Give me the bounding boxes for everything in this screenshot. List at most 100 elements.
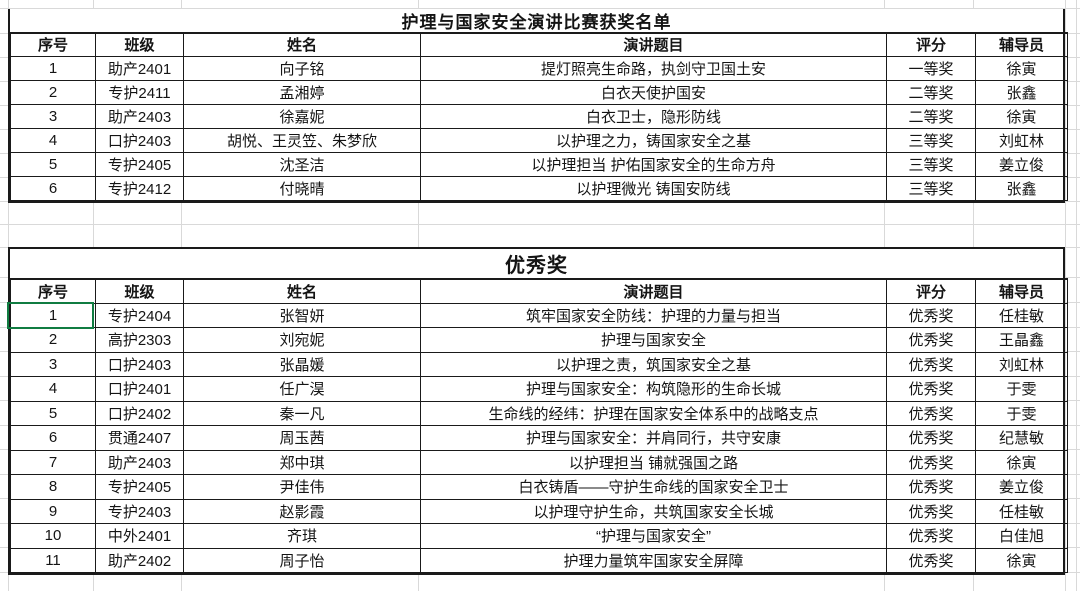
table-cell[interactable]: 护理力量筑牢国家安全屏障 [420, 547, 887, 573]
table-cell[interactable]: 5 [10, 400, 96, 426]
table-cell[interactable]: 白衣卫士，隐形防线 [420, 103, 887, 129]
main-table-title[interactable]: 护理与国家安全演讲比赛获奖名单 [401, 13, 672, 32]
table-cell[interactable]: 张晶媛 [183, 351, 421, 377]
table-cell[interactable]: 胡悦、王灵笠、朱梦欣 [183, 127, 421, 153]
table-cell[interactable]: 徐寅 [975, 55, 1068, 81]
table-cell[interactable]: 张鑫 [975, 79, 1068, 105]
table-cell[interactable]: 8 [10, 474, 96, 500]
table-cell[interactable]: 白佳旭 [975, 523, 1068, 549]
table-cell[interactable]: 三等奖 [886, 175, 976, 201]
table-cell[interactable]: 于雯 [975, 376, 1068, 402]
table-cell[interactable]: 10 [10, 523, 96, 549]
table-cell[interactable]: 5 [10, 151, 96, 177]
table-cell[interactable]: 专护2411 [95, 79, 184, 105]
column-header[interactable]: 姓名 [183, 278, 421, 304]
table-cell[interactable]: 以护理微光 铸国安防线 [420, 175, 887, 201]
table-cell[interactable]: 口护2402 [95, 400, 184, 426]
excellence-table-title[interactable]: 优秀奖 [505, 255, 568, 277]
table-cell[interactable]: 中外2401 [95, 523, 184, 549]
table-cell[interactable]: 王晶鑫 [975, 327, 1068, 353]
column-header[interactable]: 辅导员 [975, 278, 1068, 304]
table-cell[interactable]: 1 [10, 55, 96, 81]
table-cell[interactable]: 于雯 [975, 400, 1068, 426]
table-cell[interactable]: 口护2403 [95, 351, 184, 377]
table-cell[interactable]: 2 [10, 327, 96, 353]
table-cell[interactable]: 提灯照亮生命路，执剑守卫国土安 [420, 55, 887, 81]
column-header[interactable]: 序号 [10, 278, 96, 304]
table-cell[interactable]: 助产2403 [95, 103, 184, 129]
table-cell[interactable]: 11 [10, 547, 96, 573]
table-cell[interactable]: 7 [10, 449, 96, 475]
table-cell[interactable]: 优秀奖 [886, 547, 976, 573]
table-cell[interactable]: 刘宛妮 [183, 327, 421, 353]
column-header[interactable]: 序号 [10, 32, 96, 57]
table-cell[interactable]: 尹佳伟 [183, 474, 421, 500]
table-cell[interactable]: 齐琪 [183, 523, 421, 549]
table-cell[interactable]: 周玉茜 [183, 425, 421, 451]
table-cell[interactable]: 付晓晴 [183, 175, 421, 201]
table-cell[interactable]: 以护理之责，筑国家安全之基 [420, 351, 887, 377]
table-cell[interactable]: 以护理担当 铺就强国之路 [420, 449, 887, 475]
table-cell[interactable]: 1 [10, 302, 96, 328]
table-cell[interactable]: 优秀奖 [886, 351, 976, 377]
column-header[interactable]: 班级 [95, 32, 184, 57]
table-cell[interactable]: 4 [10, 376, 96, 402]
table-cell[interactable]: 优秀奖 [886, 523, 976, 549]
column-header[interactable]: 演讲题目 [420, 278, 887, 304]
column-header[interactable]: 演讲题目 [420, 32, 887, 57]
table-cell[interactable]: 生命线的经纬：护理在国家安全体系中的战略支点 [420, 400, 887, 426]
table-cell[interactable]: 以护理担当 护佑国家安全的生命方舟 [420, 151, 887, 177]
table-cell[interactable]: 徐寅 [975, 103, 1068, 129]
table-cell[interactable]: 任桂敏 [975, 498, 1068, 524]
table-cell[interactable]: 优秀奖 [886, 474, 976, 500]
column-header[interactable]: 姓名 [183, 32, 421, 57]
table-cell[interactable]: 以护理之力，铸国家安全之基 [420, 127, 887, 153]
column-header[interactable]: 班级 [95, 278, 184, 304]
table-cell[interactable]: 优秀奖 [886, 376, 976, 402]
table-cell[interactable]: 优秀奖 [886, 327, 976, 353]
table-cell[interactable]: 6 [10, 425, 96, 451]
table-cell[interactable]: 任桂敏 [975, 302, 1068, 328]
table-cell[interactable]: 任广淏 [183, 376, 421, 402]
column-header[interactable]: 评分 [886, 32, 976, 57]
table-cell[interactable]: 2 [10, 79, 96, 105]
table-cell[interactable]: 6 [10, 175, 96, 201]
table-cell[interactable]: 助产2402 [95, 547, 184, 573]
table-cell[interactable]: 贯通2407 [95, 425, 184, 451]
table-cell[interactable]: 三等奖 [886, 151, 976, 177]
table-cell[interactable]: 优秀奖 [886, 449, 976, 475]
table-cell[interactable]: 白衣铸盾——守护生命线的国家安全卫士 [420, 474, 887, 500]
table-cell[interactable]: 专护2404 [95, 302, 184, 328]
table-cell[interactable]: 姜立俊 [975, 151, 1068, 177]
column-header[interactable]: 评分 [886, 278, 976, 304]
table-cell[interactable]: 筑牢国家安全防线：护理的力量与担当 [420, 302, 887, 328]
table-cell[interactable]: 口护2401 [95, 376, 184, 402]
table-cell[interactable]: 优秀奖 [886, 302, 976, 328]
table-cell[interactable]: 徐寅 [975, 547, 1068, 573]
table-cell[interactable]: 郑中琪 [183, 449, 421, 475]
table-cell[interactable]: 张鑫 [975, 175, 1068, 201]
table-cell[interactable]: 优秀奖 [886, 400, 976, 426]
table-cell[interactable]: 纪慧敏 [975, 425, 1068, 451]
table-cell[interactable]: 秦一凡 [183, 400, 421, 426]
table-cell[interactable]: 3 [10, 103, 96, 129]
table-cell[interactable]: 专护2403 [95, 498, 184, 524]
table-cell[interactable]: 徐嘉妮 [183, 103, 421, 129]
table-cell[interactable]: 3 [10, 351, 96, 377]
table-cell[interactable]: 4 [10, 127, 96, 153]
table-cell[interactable]: 徐寅 [975, 449, 1068, 475]
table-cell[interactable]: 以护理守护生命，共筑国家安全长城 [420, 498, 887, 524]
table-cell[interactable]: 助产2401 [95, 55, 184, 81]
table-cell[interactable]: 护理与国家安全 [420, 327, 887, 353]
table-cell[interactable]: 护理与国家安全：构筑隐形的生命长城 [420, 376, 887, 402]
table-cell[interactable]: 三等奖 [886, 127, 976, 153]
column-header[interactable]: 辅导员 [975, 32, 1068, 57]
table-cell[interactable]: 专护2405 [95, 474, 184, 500]
table-cell[interactable]: 白衣天使护国安 [420, 79, 887, 105]
table-cell[interactable]: 高护2303 [95, 327, 184, 353]
table-cell[interactable]: 一等奖 [886, 55, 976, 81]
table-cell[interactable]: 沈圣洁 [183, 151, 421, 177]
table-cell[interactable]: 张智妍 [183, 302, 421, 328]
table-cell[interactable]: 刘虹林 [975, 351, 1068, 377]
table-cell[interactable]: 口护2403 [95, 127, 184, 153]
